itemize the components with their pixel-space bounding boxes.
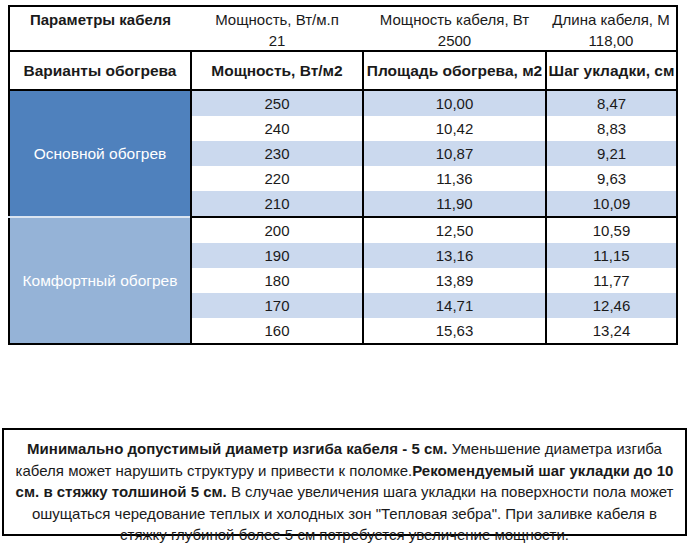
cell-step: 11,77 <box>546 268 677 293</box>
cable-length-value: 118,00 <box>546 31 677 51</box>
cell-step: 11,15 <box>546 243 677 268</box>
cell-area: 10,87 <box>363 141 546 166</box>
cell-step: 8,47 <box>546 90 677 116</box>
params-title: Параметры кабеля <box>9 6 191 31</box>
cell-power: 250 <box>191 90 363 116</box>
column-header-row: Варианты обогрева Мощность, Вт/м2 Площад… <box>9 51 677 90</box>
cell-power: 170 <box>191 293 363 318</box>
section-label-main-heating: Основной обогрев <box>9 90 191 217</box>
power-per-m-label: Мощность, Вт/м.п <box>191 6 363 31</box>
table-row: Основной обогрев 250 10,00 8,47 <box>9 90 677 116</box>
cell-area: 10,00 <box>363 90 546 116</box>
cell-step: 13,24 <box>546 318 677 344</box>
cable-parameters-table: Параметры кабеля Мощность, Вт/м.п Мощнос… <box>8 5 678 345</box>
spreadsheet-page: Параметры кабеля Мощность, Вт/м.п Мощнос… <box>0 0 689 544</box>
cell-power: 240 <box>191 116 363 141</box>
cell-area: 11,90 <box>363 191 546 217</box>
table-row: Комфортный обогрев 200 12,50 10,59 <box>9 217 677 243</box>
cell-step: 9,63 <box>546 166 677 191</box>
header-area: Площадь обогрева, м2 <box>363 51 546 90</box>
cell-area: 13,89 <box>363 268 546 293</box>
cell-power: 160 <box>191 318 363 344</box>
power-per-m-value: 21 <box>191 31 363 51</box>
cell-area: 15,63 <box>363 318 546 344</box>
cable-power-label: Мощность кабеля, Вт <box>363 6 546 31</box>
cell-power: 180 <box>191 268 363 293</box>
params-values-row: 21 2500 118,00 <box>9 31 677 51</box>
cable-power-value: 2500 <box>363 31 546 51</box>
empty-cell <box>9 31 191 51</box>
cell-power: 190 <box>191 243 363 268</box>
cell-area: 10,42 <box>363 116 546 141</box>
cell-area: 14,71 <box>363 293 546 318</box>
cell-area: 11,36 <box>363 166 546 191</box>
cell-step: 9,21 <box>546 141 677 166</box>
params-header-row: Параметры кабеля Мощность, Вт/м.п Мощнос… <box>9 6 677 31</box>
cell-power: 230 <box>191 141 363 166</box>
cable-length-label: Длина кабеля, М <box>546 6 677 31</box>
cell-step: 8,83 <box>546 116 677 141</box>
note-bold-bend-diameter: Минимально допустимый диаметр изгиба каб… <box>27 440 447 457</box>
section-label-comfort-heating: Комфортный обогрев <box>9 217 191 344</box>
cell-step: 10,09 <box>546 191 677 217</box>
cell-step: 12,46 <box>546 293 677 318</box>
cell-power: 210 <box>191 191 363 217</box>
cell-step: 10,59 <box>546 217 677 243</box>
header-variants: Варианты обогрева <box>9 51 191 90</box>
cell-area: 13,16 <box>363 243 546 268</box>
header-power: Мощность, Вт/м2 <box>191 51 363 90</box>
cell-area: 12,50 <box>363 217 546 243</box>
cell-power: 200 <box>191 217 363 243</box>
cell-power: 220 <box>191 166 363 191</box>
header-step: Шаг укладки, см <box>546 51 677 90</box>
note-box: Минимально допустимый диаметр изгиба каб… <box>2 428 687 536</box>
